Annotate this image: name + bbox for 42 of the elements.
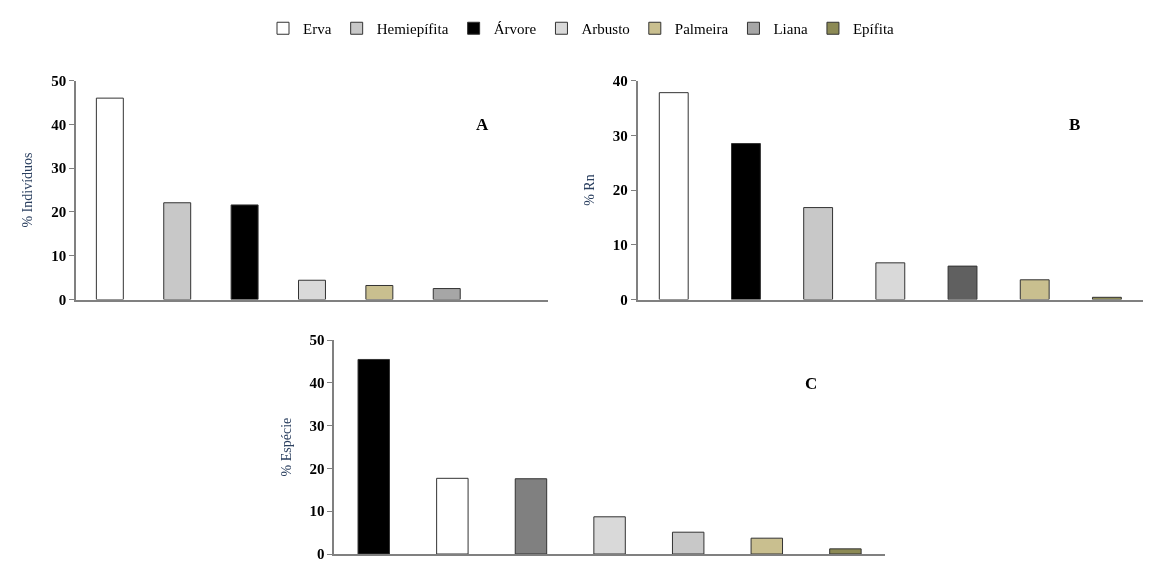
y-tick-label: 40	[612, 72, 628, 89]
y-tick-label: 0	[620, 291, 628, 308]
y-tick-label: 30	[309, 417, 325, 434]
annotation: C	[805, 374, 818, 393]
y-tick-label: 20	[51, 204, 67, 221]
y-tick-label: 40	[309, 375, 325, 392]
y-tick-label: 30	[51, 160, 67, 177]
legend-label: Palmeira	[674, 21, 729, 38]
legend-label: Arbusto	[581, 21, 630, 38]
y-tick-label: 0	[316, 546, 325, 563]
bar	[436, 477, 469, 554]
y-tick-label: 20	[612, 182, 628, 199]
legend-label: Hemiepífita	[376, 21, 449, 38]
bar	[1019, 279, 1050, 300]
legend-label: Liana	[773, 21, 808, 38]
legend-label: Erva	[303, 21, 332, 38]
y-tick-label: 10	[309, 503, 325, 520]
bar	[947, 265, 978, 300]
y-tick-label: 40	[51, 116, 67, 133]
y-axis-title: % Indivíduos	[20, 152, 36, 228]
annotation: B	[1069, 115, 1081, 134]
y-tick-label: 30	[612, 127, 628, 144]
annotation: A	[476, 115, 489, 134]
bar	[829, 548, 862, 554]
y-axis-title: % Espécie	[278, 417, 294, 477]
bar	[803, 207, 834, 300]
y-tick-label: 20	[309, 460, 325, 477]
bar	[671, 531, 705, 554]
y-tick-label: 0	[58, 291, 67, 308]
bar	[593, 516, 626, 554]
y-axis-title: % Rn	[581, 174, 597, 206]
bar	[731, 143, 761, 300]
bar	[750, 537, 784, 554]
y-tick-label: 50	[309, 332, 325, 349]
legend-label: Árvore	[493, 21, 537, 38]
bar	[357, 358, 390, 554]
y-tick-label: 10	[51, 247, 67, 264]
y-tick-label: 50	[51, 72, 67, 89]
bar	[658, 92, 689, 300]
legend-label: Epífita	[852, 21, 895, 38]
y-tick-label: 10	[612, 237, 628, 254]
bar	[875, 262, 906, 300]
